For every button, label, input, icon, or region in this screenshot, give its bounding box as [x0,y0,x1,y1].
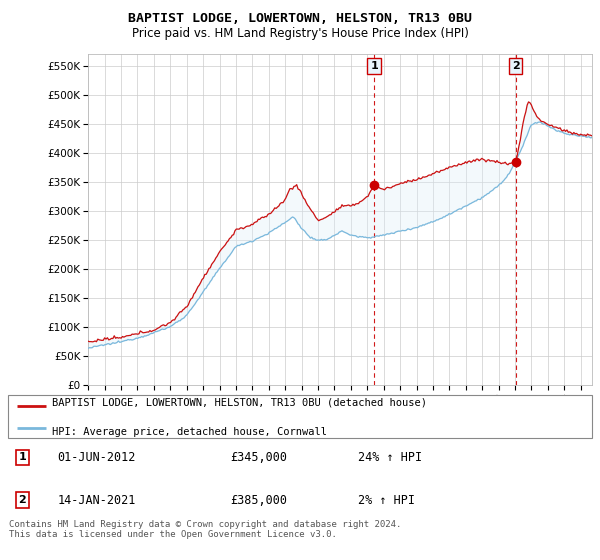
Text: 2: 2 [512,61,520,71]
Text: £345,000: £345,000 [230,451,287,464]
Text: 2: 2 [19,495,26,505]
Text: Contains HM Land Registry data © Crown copyright and database right 2024.
This d: Contains HM Land Registry data © Crown c… [9,520,401,539]
Text: BAPTIST LODGE, LOWERTOWN, HELSTON, TR13 0BU: BAPTIST LODGE, LOWERTOWN, HELSTON, TR13 … [128,12,472,25]
Text: 1: 1 [370,61,378,71]
Text: 14-JAN-2021: 14-JAN-2021 [58,493,136,507]
FancyBboxPatch shape [8,395,592,438]
Text: 24% ↑ HPI: 24% ↑ HPI [358,451,422,464]
Text: HPI: Average price, detached house, Cornwall: HPI: Average price, detached house, Corn… [52,427,326,437]
Text: 01-JUN-2012: 01-JUN-2012 [58,451,136,464]
Text: Price paid vs. HM Land Registry's House Price Index (HPI): Price paid vs. HM Land Registry's House … [131,27,469,40]
Text: 2% ↑ HPI: 2% ↑ HPI [358,493,415,507]
Text: 1: 1 [19,452,26,463]
Text: BAPTIST LODGE, LOWERTOWN, HELSTON, TR13 0BU (detached house): BAPTIST LODGE, LOWERTOWN, HELSTON, TR13 … [52,397,427,407]
Text: £385,000: £385,000 [230,493,287,507]
